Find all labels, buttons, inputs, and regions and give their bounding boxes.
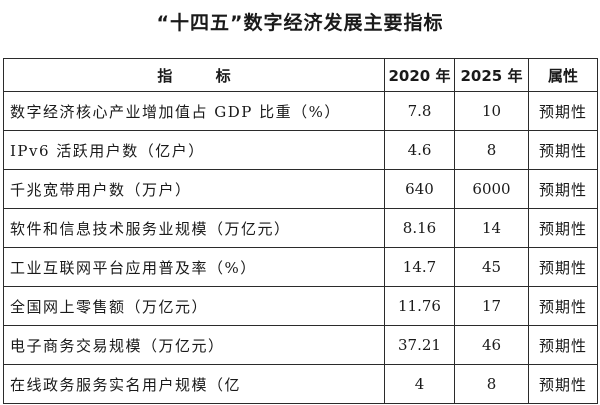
header-attribute: 属性	[528, 58, 598, 92]
value-2020: 11.76	[384, 286, 455, 326]
attribute-cell: 预期性	[528, 364, 598, 404]
value-2025: 8	[454, 364, 529, 404]
attribute-cell: 预期性	[528, 325, 598, 365]
indicator-name: 软件和信息技术服务业规模（万亿元）	[3, 208, 385, 248]
attribute-cell: 预期性	[528, 286, 598, 326]
attribute-cell: 预期性	[528, 91, 598, 131]
table-row: 全国网上零售额（万亿元） 11.76 17 预期性	[3, 286, 598, 326]
table-row: 千兆宽带用户数（万户） 640 6000 预期性	[3, 169, 598, 209]
value-2025: 14	[454, 208, 529, 248]
table-row: 电子商务交易规模（万亿元） 37.21 46 预期性	[3, 325, 598, 365]
header-year-2020: 2020 年	[384, 58, 455, 92]
indicator-name: 电子商务交易规模（万亿元）	[3, 325, 385, 365]
indicator-name: 全国网上零售额（万亿元）	[3, 286, 385, 326]
indicator-name: 千兆宽带用户数（万户）	[3, 169, 385, 209]
table-row: IPv6 活跃用户数（亿户） 4.6 8 预期性	[3, 130, 598, 170]
attribute-cell: 预期性	[528, 247, 598, 287]
table-row: 在线政务服务实名用户规模（亿 4 8 预期性	[3, 364, 598, 404]
value-2020: 14.7	[384, 247, 455, 287]
indicator-name: IPv6 活跃用户数（亿户）	[3, 130, 385, 170]
attribute-cell: 预期性	[528, 169, 598, 209]
value-2020: 8.16	[384, 208, 455, 248]
header-indicator: 指 标	[3, 58, 385, 92]
value-2025: 46	[454, 325, 529, 365]
value-2020: 4	[384, 364, 455, 404]
indicator-name: 数字经济核心产业增加值占 GDP 比重（%）	[3, 91, 385, 131]
attribute-cell: 预期性	[528, 130, 598, 170]
indicator-name: 工业互联网平台应用普及率（%）	[3, 247, 385, 287]
value-2025: 6000	[454, 169, 529, 209]
value-2025: 45	[454, 247, 529, 287]
value-2025: 17	[454, 286, 529, 326]
page-title: “十四五”数字经济发展主要指标	[156, 12, 444, 34]
attribute-cell: 预期性	[528, 208, 598, 248]
table-row: 数字经济核心产业增加值占 GDP 比重（%） 7.8 10 预期性	[3, 91, 598, 131]
indicator-name: 在线政务服务实名用户规模（亿	[3, 364, 385, 404]
value-2020: 37.21	[384, 325, 455, 365]
table-row: 工业互联网平台应用普及率（%） 14.7 45 预期性	[3, 247, 598, 287]
table-row: 软件和信息技术服务业规模（万亿元） 8.16 14 预期性	[3, 208, 598, 248]
value-2025: 10	[454, 91, 529, 131]
value-2020: 7.8	[384, 91, 455, 131]
header-year-2025: 2025 年	[454, 58, 529, 92]
value-2020: 4.6	[384, 130, 455, 170]
table-header-row: 指 标 2020 年 2025 年 属性	[3, 58, 598, 92]
indicators-table: 指 标 2020 年 2025 年 属性 数字经济核心产业增加值占 GDP 比重…	[3, 58, 598, 404]
value-2020: 640	[384, 169, 455, 209]
value-2025: 8	[454, 130, 529, 170]
